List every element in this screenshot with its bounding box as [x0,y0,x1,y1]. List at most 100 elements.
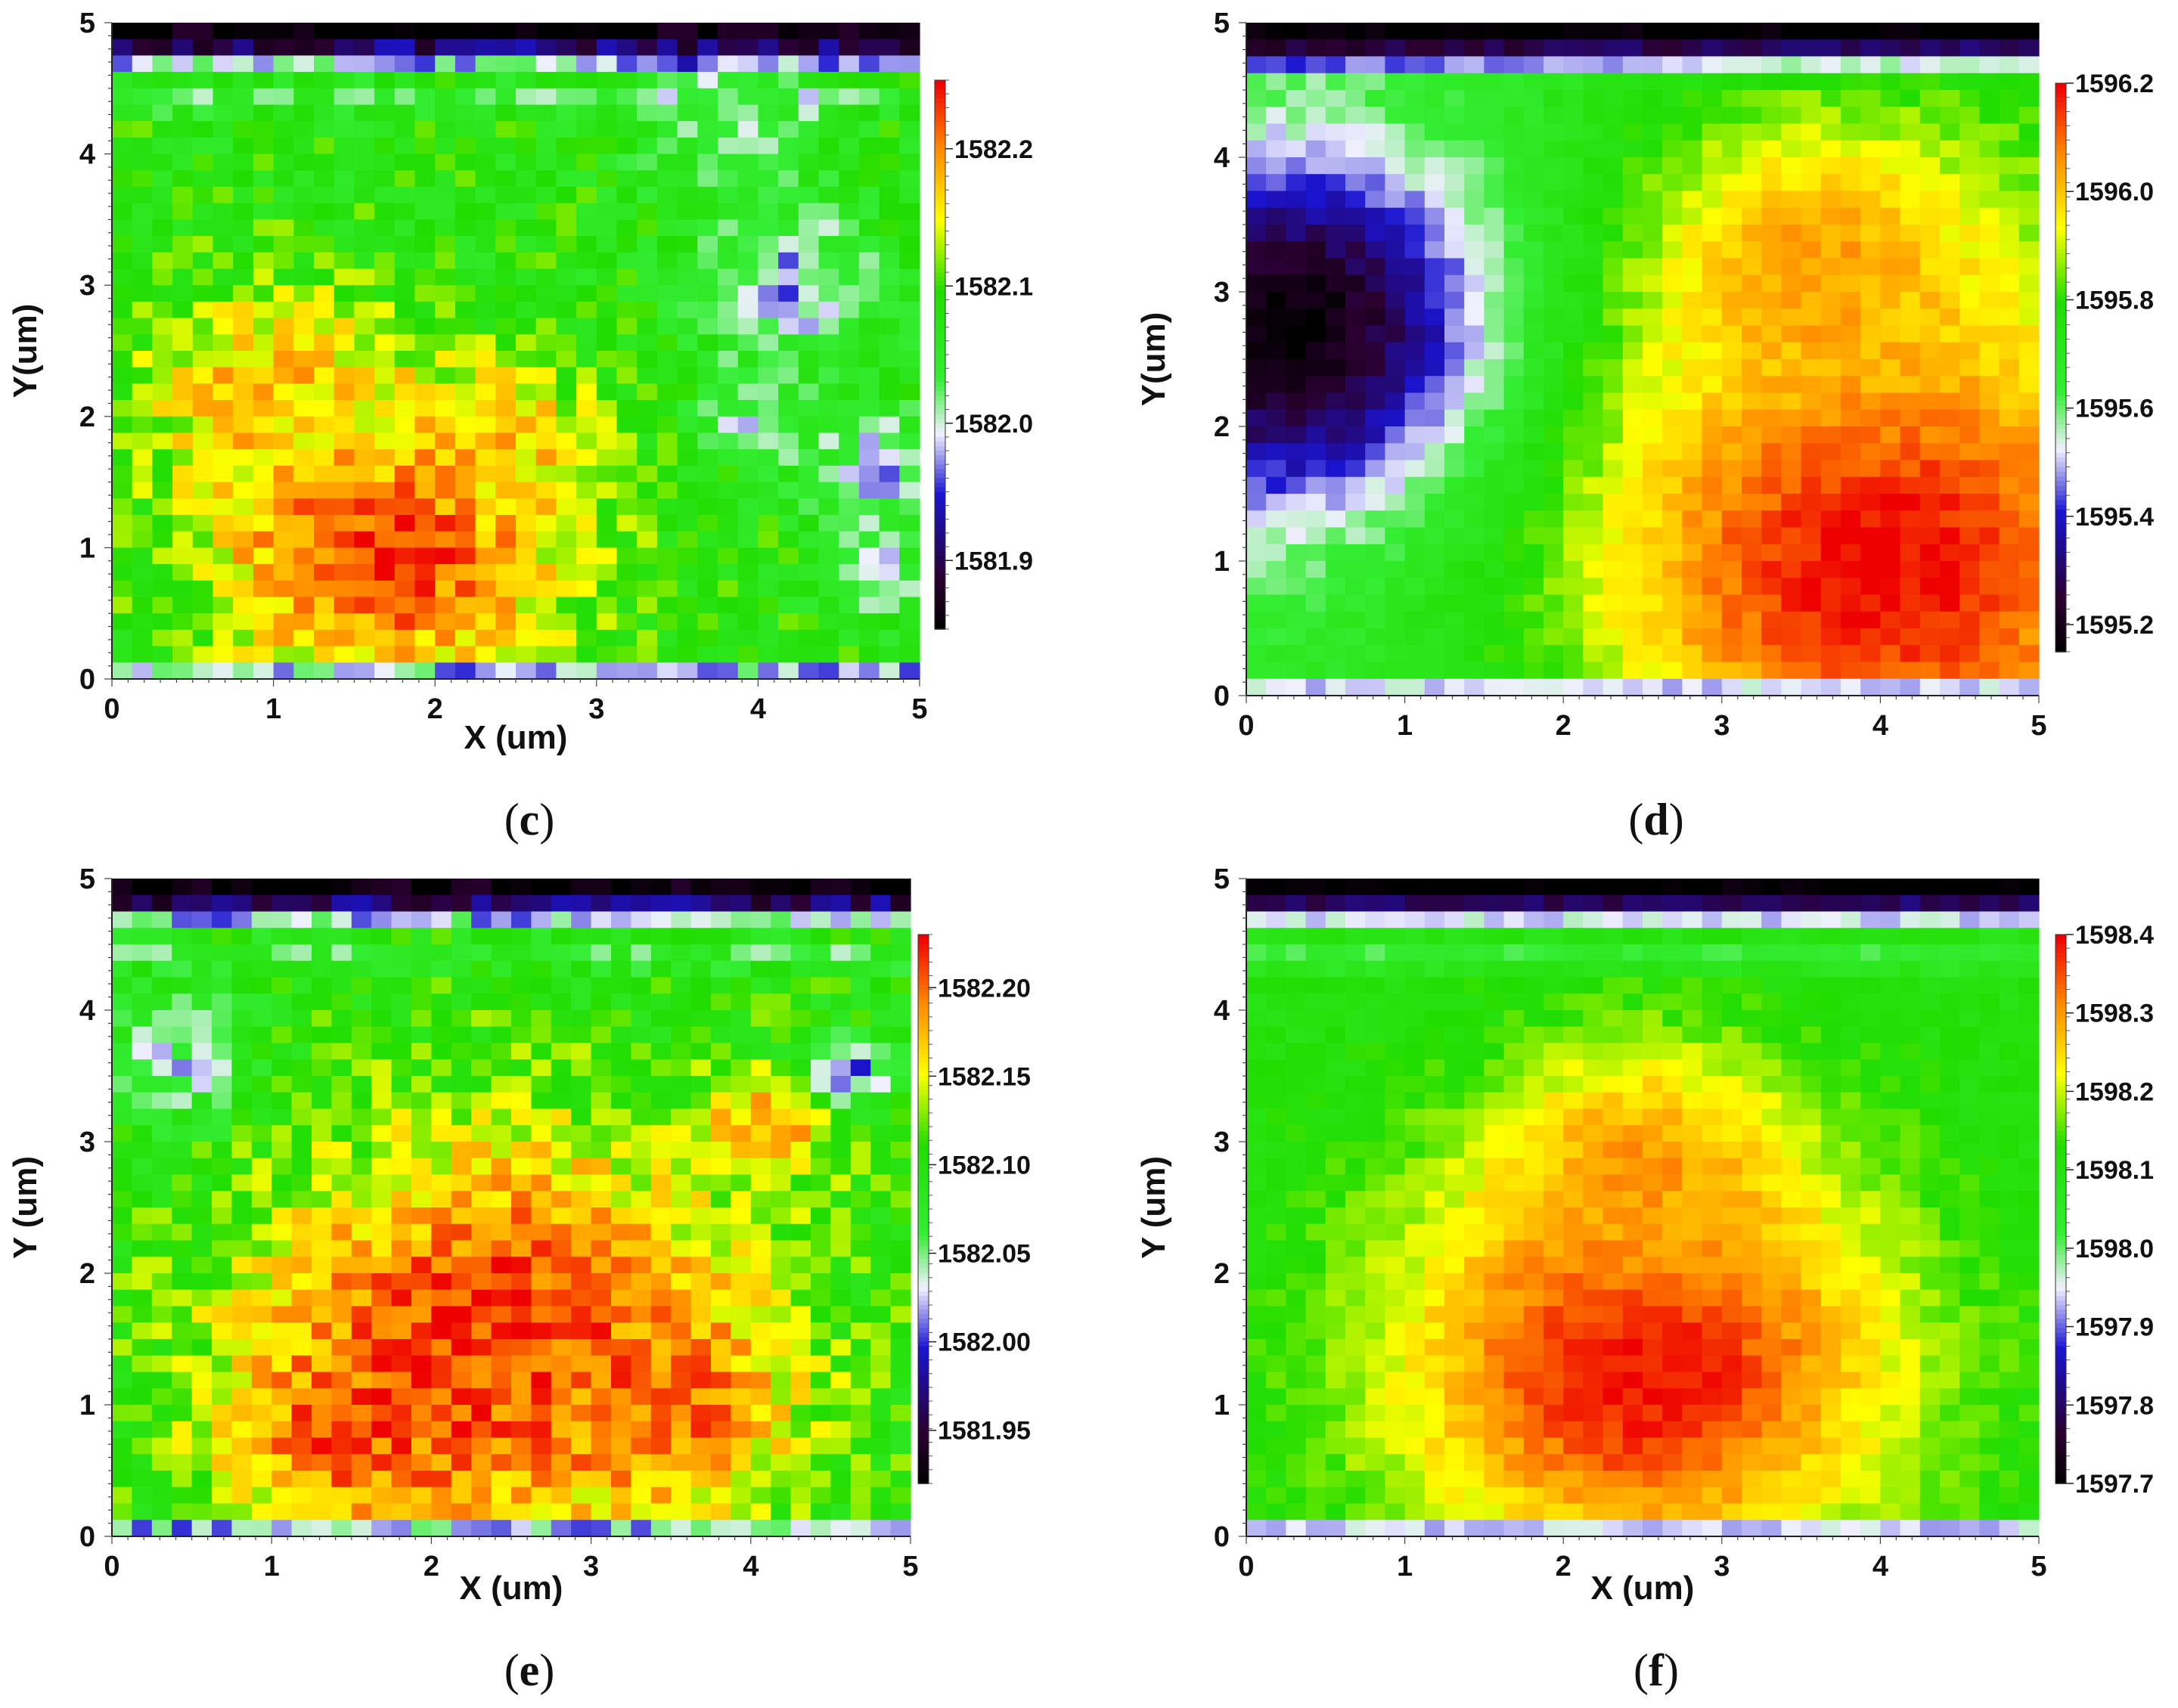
heatmap-cell [890,1273,911,1291]
heatmap-cell [556,613,577,631]
heatmap-cell [571,1108,592,1126]
colorbar-segment [2055,310,2066,316]
heatmap-cell [212,911,232,928]
heatmap-cell [677,564,698,581]
heatmap-cell [616,236,638,253]
heatmap-cell [273,613,294,631]
heatmap-cell [818,219,839,237]
heatmap-cell [1286,460,1307,478]
heatmap-cell [1979,645,2000,663]
heatmap-cell [1325,494,1346,511]
heatmap-cell [1761,578,1782,596]
heatmap-cell [1544,258,1564,276]
heatmap-cell [1682,342,1703,360]
colorbar-segment [935,514,945,520]
heatmap-cell [172,1010,193,1028]
heatmap-cell [253,121,275,138]
heatmap-cell [1365,308,1385,327]
heatmap-cell [656,465,678,483]
heatmap-cell [374,367,396,384]
heatmap-cell [1919,426,1941,444]
colorbar-segment [2055,353,2066,359]
heatmap-cell [312,928,332,945]
heatmap-cell [1643,662,1663,680]
heatmap-cell [1503,39,1525,57]
heatmap-cell [1820,426,1841,444]
heatmap-cell [231,1010,253,1028]
heatmap-cell [1286,426,1307,444]
heatmap-cell [1404,292,1426,309]
heatmap-cell [1781,191,1802,209]
heatmap-cell [697,268,718,286]
colorbar-segment [2055,386,2066,392]
heatmap-cell [677,662,698,680]
heatmap-cell [233,498,254,516]
heatmap-cell [273,187,294,204]
heatmap-cell [331,1257,352,1274]
heatmap-cell [273,153,294,171]
heatmap-cell [451,911,472,928]
heatmap-cell [1503,594,1525,612]
heatmap-cell [650,1191,672,1208]
heatmap-cell [1682,561,1703,578]
heatmap-cell [231,911,253,928]
heatmap-cell [231,1043,253,1060]
colorbar-segment [935,597,945,603]
heatmap-cell [556,219,577,237]
heatmap-cell [471,879,492,896]
heatmap-cell [331,1076,352,1093]
heatmap-cell [1702,274,1723,293]
heatmap-cell [1742,241,1762,259]
heatmap-cell [1622,292,1643,309]
heatmap-cell [394,285,416,302]
heatmap-cell [1484,409,1505,427]
heatmap-cell [435,449,456,467]
heatmap-cell [1404,662,1426,680]
heatmap-cell [331,928,352,945]
heatmap-cell [273,531,294,548]
heatmap-cell [631,1174,652,1192]
heatmap-cell [697,432,718,450]
heatmap-cell [631,960,652,978]
heatmap-cell [556,383,577,401]
colorbar-segment [2055,646,2066,653]
heatmap-cell [1622,258,1643,276]
heatmap-cell [451,1322,472,1340]
heatmap-cell [750,1076,771,1093]
heatmap-cell [511,944,532,962]
colorbar-segment [935,313,945,319]
heatmap-cell [535,547,557,565]
heatmap-cell [1880,645,1901,663]
heatmap-cell [1583,376,1604,394]
heatmap-cell [1979,90,2000,107]
heatmap-cell [1979,140,2000,158]
heatmap-cell [1919,258,1941,276]
heatmap-cell [656,646,678,663]
heatmap-cell [1742,207,1762,225]
heatmap-cell [1742,258,1762,276]
heatmap-cell [491,1223,512,1241]
heatmap-cell [1643,392,1663,411]
heatmap-cell [718,547,739,565]
heatmap-cell [758,153,779,171]
heatmap-cell [535,580,557,598]
heatmap-cell [192,219,214,237]
heatmap-cell [451,1076,472,1093]
heatmap-cell [858,153,880,171]
heatmap-cell [1286,90,1307,107]
heatmap-cell [556,236,577,253]
heatmap-cell [1820,308,1841,327]
heatmap-cell [271,944,293,962]
heatmap-cell [551,1010,572,1028]
heatmap-cell [1940,662,1960,680]
heatmap-cell [354,367,375,384]
heatmap-cell [1880,258,1901,276]
heatmap-cell [535,383,557,401]
heatmap-cell [172,1108,193,1126]
heatmap-cell [394,580,416,598]
heatmap-cell [551,1240,572,1257]
heatmap-cell [1464,325,1485,343]
heatmap-cell [899,219,920,237]
heatmap-cell [758,39,779,56]
heatmap-cell [758,482,779,499]
